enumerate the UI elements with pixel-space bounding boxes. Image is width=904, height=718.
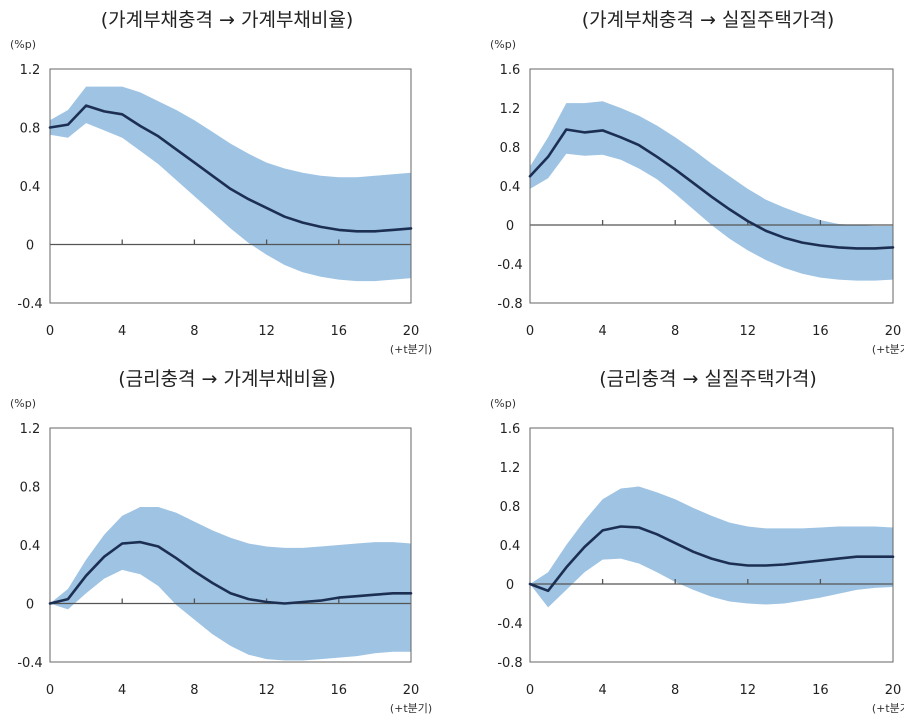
plot-frame — [49, 68, 412, 304]
y-unit-label: (%p) — [490, 38, 516, 51]
x-tick-label: 4 — [118, 683, 126, 698]
y-tick-label: 0.4 — [20, 180, 41, 195]
x-tick-label: 8 — [671, 683, 679, 698]
y-tick-label: 0.8 — [500, 141, 521, 156]
y-tick-label: 0 — [26, 239, 34, 254]
y-tick-label: 1.6 — [500, 422, 521, 437]
y-tick-label: -0.4 — [17, 656, 42, 671]
plot-frame — [49, 427, 412, 663]
panel-title: (금리충격 → 실질주택가격) — [599, 368, 817, 390]
x-tick-label: 16 — [331, 683, 348, 698]
panel-title: (가계부채충격 → 가계부채비율) — [101, 9, 354, 31]
x-tick-label: 20 — [885, 683, 902, 698]
y-unit-label: (%p) — [490, 397, 516, 410]
y-unit-label: (%p) — [10, 38, 36, 51]
x-tick-label: 4 — [118, 324, 126, 339]
y-tick-label: 0 — [506, 219, 514, 234]
panel-title: (금리충격 → 가계부채비율) — [118, 368, 336, 390]
x-tick-label: 16 — [812, 683, 829, 698]
confidence-band — [530, 486, 893, 608]
plot-frame — [529, 427, 894, 663]
x-tick-label: 0 — [46, 324, 54, 339]
x-tick-label: 12 — [740, 324, 757, 339]
x-tick-label: 8 — [671, 324, 679, 339]
impulse-response-line — [48, 540, 413, 605]
x-tick-label: 16 — [812, 324, 829, 339]
x-unit-label: (+t분기) — [872, 343, 904, 356]
y-tick-label: 0.8 — [20, 481, 41, 496]
panel-title: (가계부채충격 → 실질주택가격) — [582, 9, 835, 31]
chart-panel-4: (금리충격 → 실질주택가격) (%p) 1.6 1.2 0.8 0.4 0 -0.4 -0.8… — [490, 368, 904, 715]
y-tick-label: 0.8 — [20, 122, 41, 137]
confidence-band — [50, 86, 411, 282]
x-tick-label: 20 — [403, 324, 420, 339]
x-unit-label: (+t분기) — [390, 702, 432, 715]
y-tick-label: 1.2 — [500, 102, 521, 117]
x-tick-label: 16 — [331, 324, 348, 339]
x-tick-label: 0 — [526, 324, 534, 339]
chart-panel-1: (가계부채충격 → 가계부채비율) (%p) 1.2 0.8 0.4 0 -0.4 0 4 8 12… — [10, 9, 432, 356]
x-tick-label: 4 — [598, 324, 606, 339]
x-tick-label: 20 — [885, 324, 902, 339]
chart-panel-3: (금리충격 → 가계부채비율) (%p) 1.2 0.8 0.4 0 -0.4 0 4 8 12 16… — [10, 368, 432, 715]
y-tick-label: 0 — [26, 598, 34, 613]
x-tick-label: 12 — [258, 324, 275, 339]
x-tick-label: 20 — [403, 683, 420, 698]
y-tick-label: 1.6 — [500, 63, 521, 78]
y-tick-label: -0.8 — [497, 656, 522, 671]
y-tick-label: 0.8 — [500, 500, 521, 515]
impulse-response-line — [528, 128, 895, 250]
x-tick-label: 8 — [190, 324, 198, 339]
y-tick-label: 0.4 — [500, 539, 521, 554]
x-tick-label: 12 — [258, 683, 275, 698]
y-tick-label: -0.4 — [497, 617, 522, 632]
plot-frame — [529, 68, 894, 304]
x-unit-label: (+t분기) — [872, 702, 904, 715]
y-tick-label: -0.4 — [17, 297, 42, 312]
confidence-band — [50, 507, 411, 661]
x-tick-label: 4 — [598, 683, 606, 698]
y-unit-label: (%p) — [10, 397, 36, 410]
confidence-band — [530, 101, 893, 281]
x-tick-label: 0 — [526, 683, 534, 698]
y-tick-label: 1.2 — [20, 422, 41, 437]
chart-panel-2: (가계부채충격 → 실질주택가격) (%p) 1.6 1.2 0.8 0.4 0 -0.4 -0… — [490, 9, 904, 356]
y-tick-label: 0.4 — [20, 539, 41, 554]
impulse-response-line — [528, 525, 895, 593]
impulse-response-line — [48, 104, 413, 233]
x-tick-label: 0 — [46, 683, 54, 698]
y-tick-label: 0 — [506, 578, 514, 593]
y-tick-label: 1.2 — [20, 63, 41, 78]
y-tick-label: -0.4 — [497, 258, 522, 273]
x-tick-label: 12 — [740, 683, 757, 698]
y-tick-label: -0.8 — [497, 297, 522, 312]
y-tick-label: 1.2 — [500, 461, 521, 476]
y-tick-label: 0.4 — [500, 180, 521, 195]
x-unit-label: (+t분기) — [390, 343, 432, 356]
x-tick-label: 8 — [190, 683, 198, 698]
